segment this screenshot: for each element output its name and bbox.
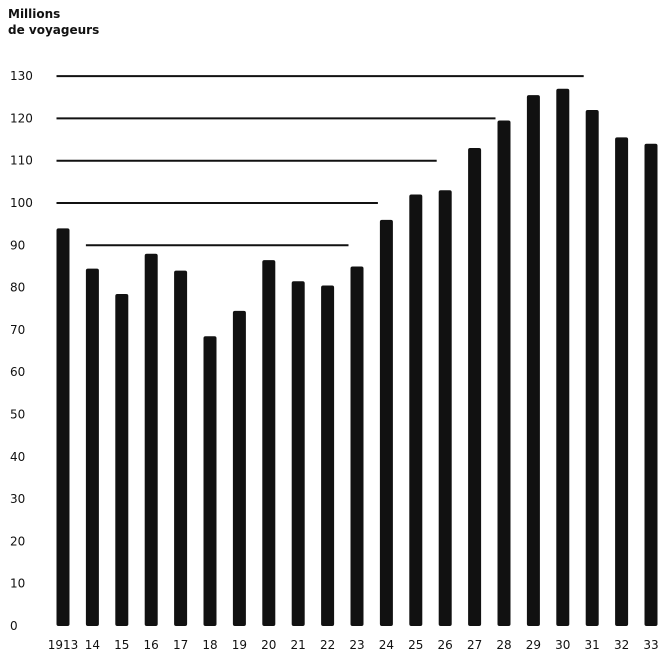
y-tick-label-90: 90: [10, 238, 25, 252]
y-tick-label-80: 80: [10, 281, 25, 295]
y-tick-label-0: 0: [10, 619, 18, 633]
y-tick-label-40: 40: [10, 450, 25, 464]
bar-22: [321, 285, 335, 626]
y-tick-label-10: 10: [10, 577, 25, 591]
bar-28: [497, 120, 511, 626]
x-tick-label-23: 23: [349, 638, 364, 651]
x-tick-label-31: 31: [585, 638, 600, 651]
bar-31: [585, 109, 599, 626]
x-tick-label-33: 33: [643, 638, 658, 651]
bar-21: [291, 281, 305, 626]
bar-23: [350, 266, 364, 626]
bar-15: [115, 293, 129, 626]
y-tick-label-110: 110: [10, 154, 33, 168]
bar-16: [144, 253, 158, 626]
x-tick-label-17: 17: [173, 638, 188, 651]
bar-17: [174, 270, 188, 626]
y-tick-label-60: 60: [10, 365, 25, 379]
bar-24: [379, 219, 393, 627]
bar-27: [468, 148, 482, 626]
x-tick-label-19: 19: [232, 638, 247, 651]
x-tick-label-30: 30: [555, 638, 570, 651]
bar-29: [526, 95, 540, 626]
bars-group: [56, 88, 658, 627]
y-axis-title-line-1: Millions: [8, 7, 61, 21]
bar-20: [262, 260, 276, 626]
y-tick-label-130: 130: [10, 69, 33, 83]
bar-1913: [56, 228, 70, 626]
x-tick-label-32: 32: [614, 638, 629, 651]
x-tick-label-22: 22: [320, 638, 335, 651]
x-tick-label-26: 26: [438, 638, 453, 651]
bar-25: [409, 194, 423, 627]
y-tick-label-100: 100: [10, 196, 33, 210]
y-axis-title-line-2: de voyageurs: [8, 23, 100, 37]
x-tick-label-16: 16: [144, 638, 159, 651]
y-tick-labels: 0 10 20 30 40 50 60 70 80 90 100 110 120 130: [10, 69, 33, 633]
x-tick-label-28: 28: [496, 638, 511, 651]
x-tick-labels: 1913 14 15 16 17 18 19 20 21 22 23 24 25 26 27 28 29 30 31…: [48, 638, 659, 651]
bar-32: [615, 137, 629, 626]
y-tick-label-120: 120: [10, 111, 33, 125]
x-tick-label-21: 21: [291, 638, 306, 651]
y-axis-title: Millions de voyageurs: [8, 6, 99, 38]
reference-lines: [56, 75, 584, 247]
y-tick-label-20: 20: [10, 534, 25, 548]
x-tick-label-15: 15: [114, 638, 129, 651]
bar-19: [232, 310, 246, 626]
bar-14: [85, 268, 99, 626]
x-tick-label-18: 18: [202, 638, 217, 651]
bar-30: [556, 88, 570, 627]
x-tick-label-29: 29: [526, 638, 541, 651]
y-tick-label-70: 70: [10, 323, 25, 337]
bar-26: [438, 190, 452, 626]
x-tick-label-25: 25: [408, 638, 423, 651]
bar-18: [203, 336, 217, 626]
y-tick-label-50: 50: [10, 408, 25, 422]
bar-33: [644, 143, 658, 626]
x-tick-label-20: 20: [261, 638, 276, 651]
x-tick-label-1913: 1913: [48, 638, 79, 651]
x-tick-label-27: 27: [467, 638, 482, 651]
x-tick-label-14: 14: [85, 638, 100, 651]
x-tick-label-24: 24: [379, 638, 394, 651]
y-tick-label-30: 30: [10, 492, 25, 506]
